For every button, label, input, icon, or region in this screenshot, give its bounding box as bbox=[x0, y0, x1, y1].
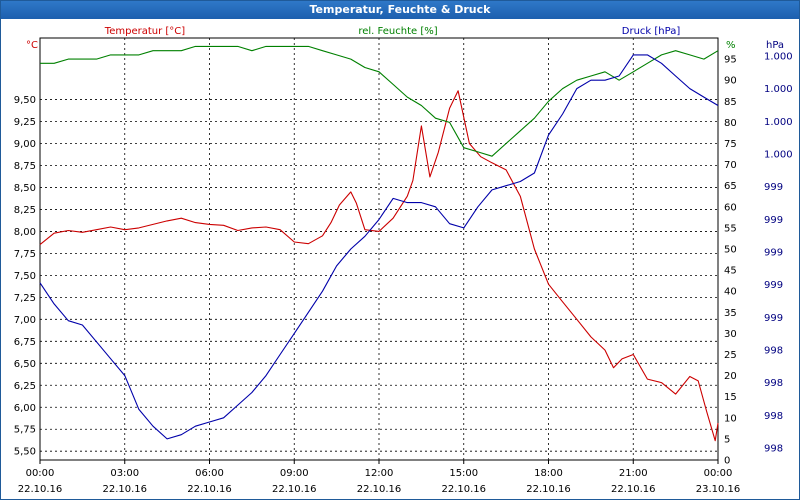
pressure-tick-label: 1.000 bbox=[764, 84, 793, 95]
humidity-line bbox=[40, 45, 719, 157]
x-tick-date: 22.10.16 bbox=[272, 484, 317, 495]
x-tick-time: 21:00 bbox=[619, 468, 648, 479]
x-tick-date: 22.10.16 bbox=[187, 484, 232, 495]
humidity-tick-label: 25 bbox=[724, 350, 737, 361]
x-tick-time: 00:00 bbox=[704, 468, 733, 479]
plot-area bbox=[39, 37, 719, 461]
green-axis-unit: % bbox=[726, 40, 736, 51]
x-tick-time: 00:00 bbox=[26, 468, 55, 479]
x-tick-date: 22.10.16 bbox=[102, 484, 147, 495]
humidity-tick-label: 20 bbox=[724, 371, 737, 382]
axis-ticks: 5,50 5,75 6,00 6,25 6,50 6,75 7,00 7,25 7,50 7,75… bbox=[14, 52, 793, 496]
right-axis-unit: hPa bbox=[766, 40, 784, 51]
left-tick-label: 7,00 bbox=[14, 315, 36, 326]
pressure-tick-label: 999 bbox=[764, 280, 783, 291]
humidity-tick-label: 70 bbox=[724, 160, 737, 171]
pressure-tick-label: 998 bbox=[764, 346, 783, 357]
window-title: Temperatur, Feuchte & Druck bbox=[1, 1, 799, 19]
x-tick-time: 18:00 bbox=[534, 468, 563, 479]
pressure-tick-label: 999 bbox=[764, 215, 783, 226]
left-tick-label: 7,25 bbox=[14, 293, 36, 304]
pressure-tick-label: 998 bbox=[764, 378, 783, 389]
pressure-tick-label: 999 bbox=[764, 313, 783, 324]
x-tick-time: 15:00 bbox=[449, 468, 478, 479]
left-tick-label: 7,50 bbox=[14, 271, 36, 282]
x-tick-date: 22.10.16 bbox=[611, 484, 656, 495]
pressure-tick-label: 1.000 bbox=[764, 150, 793, 161]
left-tick-label: 9,50 bbox=[14, 95, 36, 106]
humidity-tick-label: 10 bbox=[724, 413, 737, 424]
left-tick-label: 8,75 bbox=[14, 161, 36, 172]
x-tick-time: 09:00 bbox=[280, 468, 309, 479]
x-tick-date: 22.10.16 bbox=[18, 484, 63, 495]
humidity-tick-label: 95 bbox=[724, 55, 737, 66]
left-tick-label: 8,25 bbox=[14, 205, 36, 216]
left-tick-label: 5,75 bbox=[14, 425, 36, 436]
left-tick-label: 9,25 bbox=[14, 117, 36, 128]
humidity-tick-label: 35 bbox=[724, 308, 737, 319]
left-axis-unit: °C bbox=[26, 40, 38, 51]
humidity-tick-label: 85 bbox=[724, 97, 737, 108]
left-tick-label: 7,75 bbox=[14, 249, 36, 260]
left-tick-label: 6,75 bbox=[14, 337, 36, 348]
pressure-tick-label: 998 bbox=[764, 411, 783, 422]
humidity-tick-label: 55 bbox=[724, 223, 737, 234]
x-tick-date: 22.10.16 bbox=[526, 484, 571, 495]
x-tick-time: 12:00 bbox=[365, 468, 394, 479]
x-tick-time: 03:00 bbox=[110, 468, 139, 479]
left-tick-label: 6,50 bbox=[14, 359, 36, 370]
x-tick-date: 22.10.16 bbox=[357, 484, 402, 495]
pressure-tick-label: 999 bbox=[764, 248, 783, 259]
temperature-line bbox=[39, 90, 719, 442]
chart-grid bbox=[39, 38, 719, 464]
pressure-line bbox=[39, 54, 719, 440]
humidity-tick-label: 60 bbox=[724, 202, 737, 213]
x-tick-time: 06:00 bbox=[195, 468, 224, 479]
left-tick-label: 8,50 bbox=[14, 183, 36, 194]
humidity-tick-label: 45 bbox=[724, 266, 737, 277]
left-tick-label: 8,00 bbox=[14, 227, 36, 238]
humidity-tick-label: 40 bbox=[724, 287, 737, 298]
left-tick-label: 6,00 bbox=[14, 403, 36, 414]
pressure-tick-label: 999 bbox=[764, 182, 783, 193]
pressure-tick-label: 998 bbox=[764, 444, 783, 455]
legend-humidity: rel. Feuchte [%] bbox=[358, 26, 437, 37]
legend-pressure: Druck [hPa] bbox=[622, 26, 681, 37]
legend-temperature: Temperatur [°C] bbox=[104, 26, 185, 37]
pressure-tick-label: 1.000 bbox=[764, 52, 793, 63]
humidity-tick-label: 65 bbox=[724, 181, 737, 192]
humidity-tick-label: 80 bbox=[724, 118, 737, 129]
x-tick-date: 22.10.16 bbox=[441, 484, 486, 495]
humidity-tick-label: 0 bbox=[724, 456, 730, 467]
humidity-tick-label: 30 bbox=[724, 329, 737, 340]
pressure-tick-label: 1.000 bbox=[764, 117, 793, 128]
humidity-tick-label: 50 bbox=[724, 245, 737, 256]
left-tick-label: 5,50 bbox=[14, 447, 36, 458]
humidity-tick-label: 15 bbox=[724, 392, 737, 403]
humidity-tick-label: 75 bbox=[724, 139, 737, 150]
chart-series bbox=[39, 45, 719, 442]
humidity-tick-label: 5 bbox=[724, 434, 730, 445]
x-tick-date: 23.10.16 bbox=[696, 484, 741, 495]
left-tick-label: 9,00 bbox=[14, 139, 36, 150]
left-tick-label: 6,25 bbox=[14, 381, 36, 392]
humidity-tick-label: 90 bbox=[724, 76, 737, 87]
